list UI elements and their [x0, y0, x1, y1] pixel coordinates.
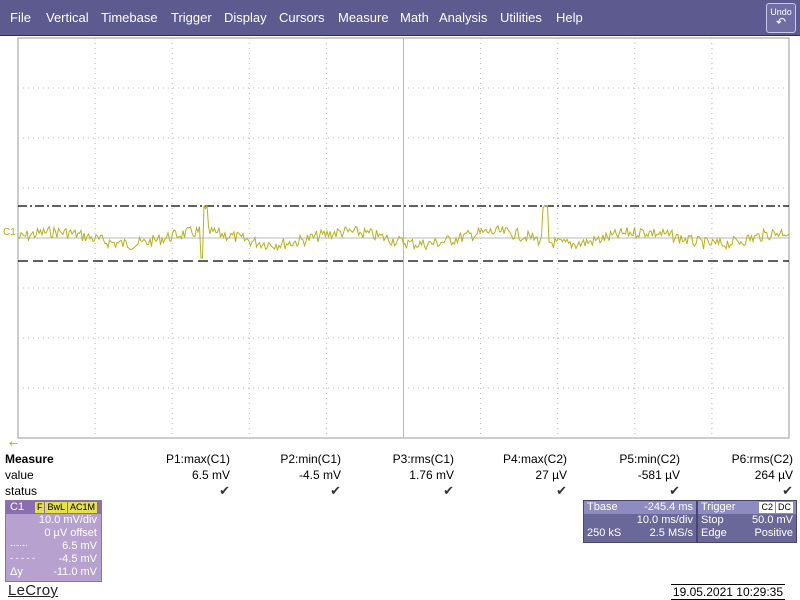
menu-trigger[interactable]: Trigger: [171, 10, 212, 25]
badge-f: F: [34, 502, 45, 513]
channel-c1-descriptor[interactable]: C1 F BwL AC1M 10.0 mV/div 0 µV offset -·-·…: [5, 500, 102, 582]
timebase-rate: 2.5 MS/s: [649, 527, 693, 539]
c1-trace-label[interactable]: C1: [3, 227, 16, 238]
menu-measure[interactable]: Measure: [338, 10, 389, 25]
cursor2-value: -4.5 mV: [58, 553, 97, 565]
menu-utilities[interactable]: Utilities: [500, 10, 542, 25]
trigger-time-marker-icon: ←: [9, 437, 18, 448]
param-p5-status-icon: ✔: [669, 483, 680, 498]
undo-button[interactable]: Undo ↶: [766, 3, 796, 33]
menu-vertical[interactable]: Vertical: [46, 10, 89, 25]
menu-cursors[interactable]: Cursors: [279, 10, 325, 25]
trigger-mode: Stop: [701, 514, 724, 526]
channel-vdiv: 10.0 mV/div: [38, 514, 97, 526]
menu-bar: File Vertical Timebase Trigger Display C…: [0, 0, 800, 36]
menu-math[interactable]: Math: [400, 10, 429, 25]
trigger-descriptor[interactable]: Trigger C2 DC Stop 50.0 mV Edge Positive: [697, 500, 797, 543]
cursor1-value: 6.5 mV: [62, 540, 97, 552]
timebase-label: Tbase: [587, 501, 618, 513]
trigger-source-badge: C2: [759, 502, 775, 513]
measure-table: Measure value status P1:max(C1) 6.5 mV ✔…: [0, 448, 800, 500]
value-row-label: value: [5, 468, 34, 482]
delta-y-value: -11.0 mV: [53, 566, 97, 578]
timebase-descriptor[interactable]: Tbase -245.4 ms 10.0 ms/div 250 kS 2.5 M…: [583, 500, 697, 543]
param-p4-status-icon: ✔: [556, 483, 567, 498]
param-p6-value: 264 µV: [754, 468, 793, 482]
timebase-tdiv: 10.0 ms/div: [636, 514, 693, 526]
cursor1-symbol: -·-·-·: [10, 540, 28, 550]
channel-name: C1: [10, 501, 25, 513]
trigger-slope: Positive: [754, 527, 793, 539]
timebase-samples: 250 kS: [587, 527, 622, 539]
channel-offset: 0 µV offset: [44, 527, 97, 539]
trigger-level: 50.0 mV: [752, 514, 793, 526]
channel-c1-header: C1 F BwL AC1M: [6, 501, 101, 514]
param-p2-value: -4.5 mV: [298, 468, 341, 482]
param-p3-name[interactable]: P3:rms(C1): [392, 452, 454, 466]
param-p6-name[interactable]: P6:rms(C2): [731, 452, 793, 466]
param-p3-value: 1.76 mV: [409, 468, 454, 482]
menu-timebase[interactable]: Timebase: [101, 10, 158, 25]
menu-file[interactable]: File: [10, 10, 31, 25]
menu-analysis[interactable]: Analysis: [439, 10, 488, 25]
menu-help[interactable]: Help: [556, 10, 583, 25]
trigger-type: Edge: [701, 527, 727, 539]
date-time: 19.05.2021 10:29:35: [670, 584, 785, 600]
param-p4-name[interactable]: P4:max(C2): [502, 452, 567, 466]
badge-coupling: AC1M: [67, 502, 97, 513]
timebase-delay: -245.4 ms: [644, 501, 693, 513]
undo-label: Undo: [770, 7, 792, 17]
param-p1-value: 6.5 mV: [191, 468, 230, 482]
param-p1-status-icon: ✔: [219, 483, 230, 498]
param-p5-value: -581 µV: [637, 468, 680, 482]
scope-display[interactable]: C1 ←: [0, 35, 800, 448]
menu-display[interactable]: Display: [224, 10, 267, 25]
c1-waveform: [17, 204, 790, 259]
param-p1-name[interactable]: P1:max(C1): [165, 452, 230, 466]
param-p3-status-icon: ✔: [443, 483, 454, 498]
status-row-label: status: [5, 484, 38, 498]
measure-title: Measure: [5, 452, 54, 466]
cursor2-symbol: - - - - -: [10, 553, 35, 563]
param-p2-name[interactable]: P2:min(C1): [280, 452, 341, 466]
param-p5-name[interactable]: P5:min(C2): [619, 452, 680, 466]
badge-bwl: BwL: [45, 502, 67, 513]
trigger-coupling-badge: DC: [776, 502, 793, 513]
param-p2-status-icon: ✔: [330, 483, 341, 498]
brand-logo: LeCroy: [8, 582, 59, 599]
delta-y-label: Δy: [10, 566, 23, 578]
param-p6-status-icon: ✔: [782, 483, 793, 498]
param-p4-value: 27 µV: [535, 468, 567, 482]
trigger-label: Trigger: [701, 501, 736, 513]
undo-icon: ↶: [775, 15, 787, 29]
